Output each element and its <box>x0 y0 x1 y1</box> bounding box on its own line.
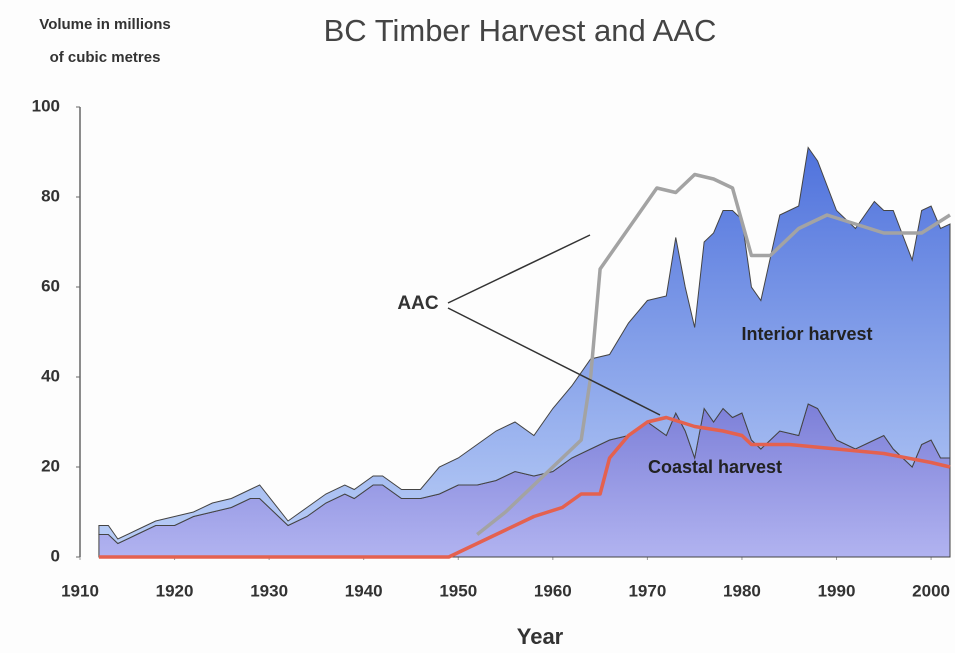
y-axis-label: Volume in millions <box>39 16 170 33</box>
annotation-leader <box>447 307 661 416</box>
series-label: Coastal harvest <box>648 457 782 477</box>
x-tick-label: 1940 <box>345 581 383 600</box>
x-tick-label: 1920 <box>156 581 194 600</box>
x-tick-label: 1930 <box>250 581 288 600</box>
y-tick-label: 40 <box>41 366 60 385</box>
y-tick-label: 80 <box>41 186 60 205</box>
aac-line <box>476 172 951 536</box>
x-tick-label: 2000 <box>912 581 950 600</box>
y-tick-label: 60 <box>41 276 60 295</box>
aac-line <box>98 415 951 559</box>
series-label: Interior harvest <box>741 324 872 344</box>
area <box>98 146 951 545</box>
y-axis-label: of cubic metres <box>50 49 161 66</box>
x-axis-label: Year <box>517 624 564 649</box>
x-tick-label: 1990 <box>818 581 856 600</box>
x-tick-label: 1950 <box>439 581 477 600</box>
y-tick-label: 100 <box>32 96 60 115</box>
x-tick-label: 1910 <box>61 581 99 600</box>
x-tick-label: 1970 <box>628 581 666 600</box>
x-tick-label: 1960 <box>534 581 572 600</box>
annotation-leader <box>447 234 591 304</box>
chart-title: BC Timber Harvest and AAC <box>324 13 717 48</box>
y-tick-label: 0 <box>51 546 60 565</box>
y-tick-label: 20 <box>41 456 60 475</box>
plot-area: 0 20 40 60 80 100 1910 1920 1930 1940 1950 1960 1970… <box>32 96 951 600</box>
x-tick-label: 1980 <box>723 581 761 600</box>
annotation: AAC <box>397 293 438 314</box>
